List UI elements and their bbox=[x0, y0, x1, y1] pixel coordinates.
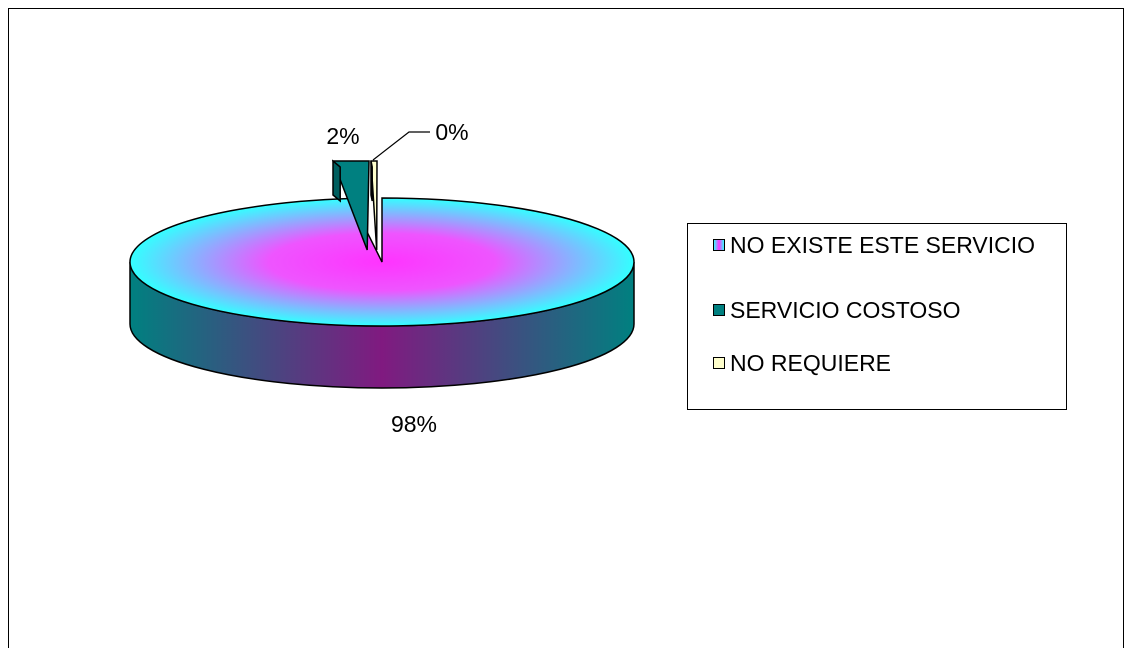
leader-line bbox=[372, 131, 430, 161]
legend-item-3: NO REQUIERE bbox=[713, 350, 1060, 377]
legend-label-2: SERVICIO COSTOSO bbox=[730, 297, 961, 323]
chart-frame bbox=[8, 8, 1124, 648]
legend-swatch-3 bbox=[713, 357, 725, 369]
legend-label-1: NO EXISTE ESTE SERVICIO bbox=[730, 232, 1036, 258]
pie-slice-1 bbox=[129, 197, 635, 389]
legend-item-2: SERVICIO COSTOSO bbox=[713, 297, 1060, 324]
legend-item-1: NO EXISTE ESTE SERVICIO bbox=[713, 232, 1060, 259]
pie-slice-2 bbox=[331, 159, 370, 251]
slice-label-2: 2% bbox=[326, 123, 359, 149]
legend-swatch-1 bbox=[713, 239, 725, 251]
legend-swatch-2 bbox=[713, 304, 725, 316]
legend-label-3: NO REQUIERE bbox=[730, 350, 892, 376]
slice-label-1: 98% bbox=[391, 411, 437, 437]
slice-label-3: 0% bbox=[435, 119, 468, 145]
legend: NO EXISTE ESTE SERVICIO SERVICIO COSTOSO N… bbox=[687, 223, 1067, 410]
pie-slice-3 bbox=[370, 160, 378, 251]
